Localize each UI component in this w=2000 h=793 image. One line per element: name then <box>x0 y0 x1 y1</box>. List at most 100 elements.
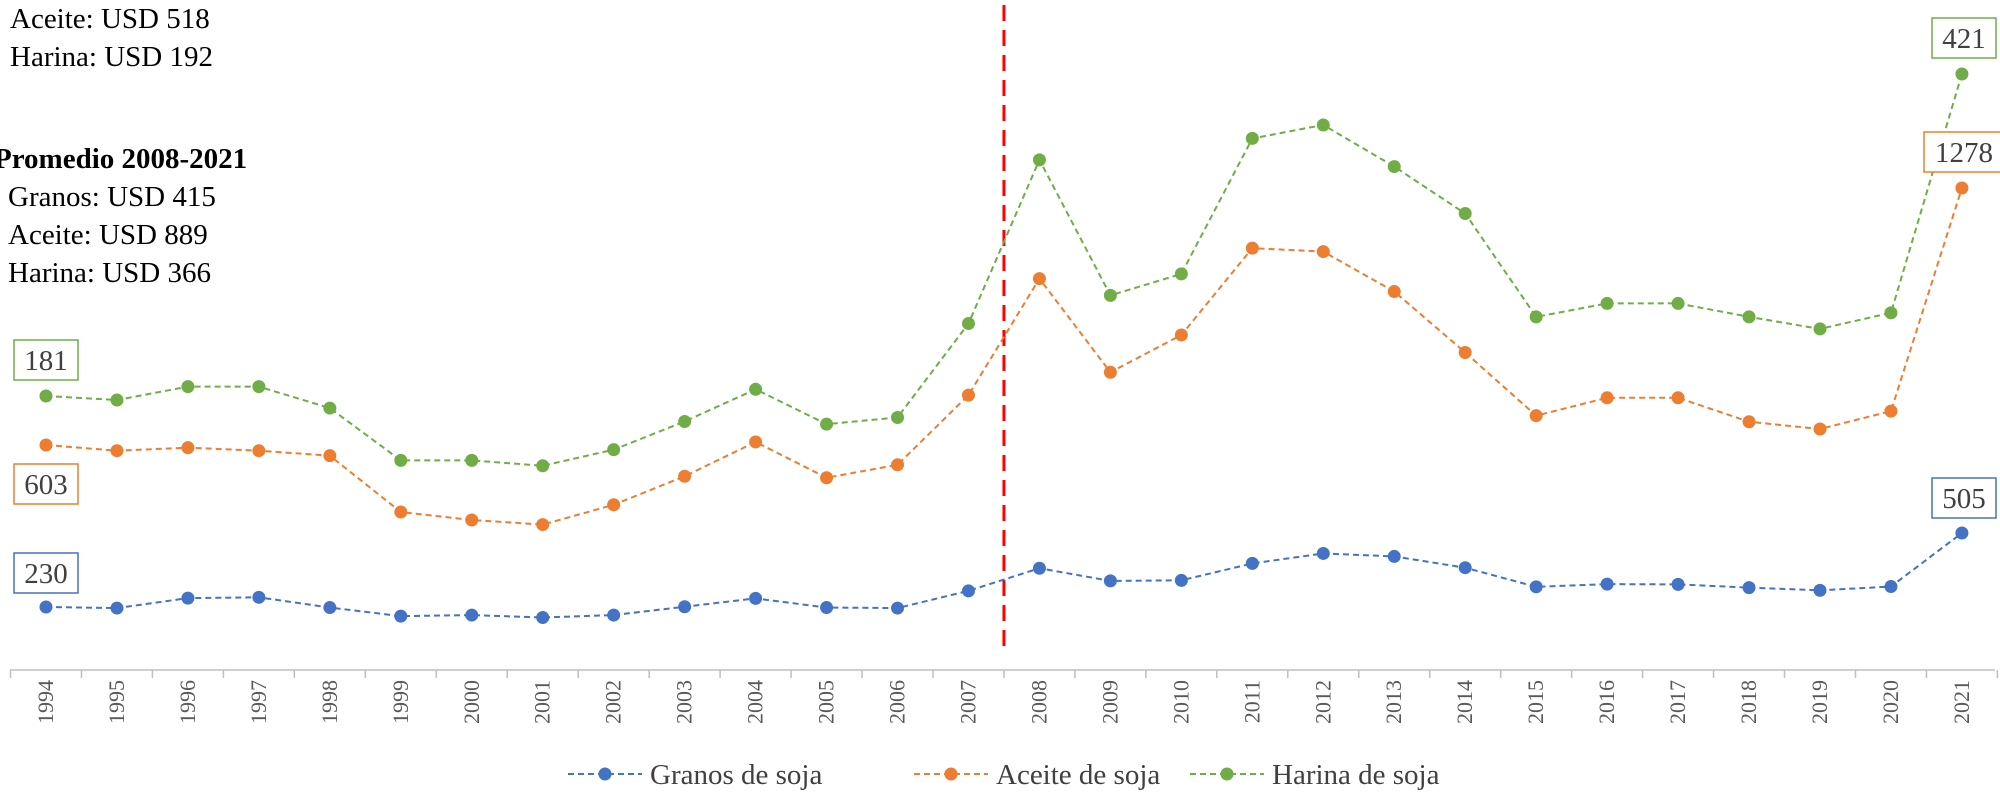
data-point-harina-1998 <box>323 401 337 415</box>
data-label-harina-1994: 181 <box>24 345 68 377</box>
data-point-aceite-1996 <box>181 441 195 455</box>
data-label-box-harina-1994 <box>13 339 79 381</box>
data-point-granos-2019 <box>1813 583 1827 597</box>
data-point-granos-2004 <box>749 591 763 605</box>
data-point-granos-1994 <box>39 600 53 614</box>
x-tick-label-2007: 2007 <box>955 680 980 724</box>
x-tick-label-2004: 2004 <box>743 680 768 724</box>
data-point-granos-1999 <box>394 609 408 623</box>
data-point-aceite-2013 <box>1387 285 1401 299</box>
x-tick-label-1995: 1995 <box>104 680 129 724</box>
x-tick-label-2013: 2013 <box>1381 680 1406 724</box>
data-label-granos-2021: 505 <box>1942 483 1986 515</box>
data-point-granos-1996 <box>181 591 195 605</box>
x-tick-label-1997: 1997 <box>246 680 271 724</box>
x-tick-label-1998: 1998 <box>317 680 342 724</box>
data-point-aceite-2011 <box>1245 241 1259 255</box>
data-label-aceite-2021: 1278 <box>1935 137 1993 169</box>
data-point-granos-1995 <box>110 601 124 615</box>
x-tick-label-2006: 2006 <box>885 680 910 724</box>
data-label-harina-2021: 421 <box>1942 23 1986 55</box>
data-point-harina-2014 <box>1458 207 1472 221</box>
series-line-aceite <box>45 187 1963 526</box>
data-point-harina-2016 <box>1600 296 1614 310</box>
data-label-box-granos-1994 <box>13 552 79 594</box>
data-point-granos-2018 <box>1742 581 1756 595</box>
data-point-harina-2002 <box>607 443 621 457</box>
data-point-granos-2012 <box>1316 546 1330 560</box>
data-point-harina-2010 <box>1174 267 1188 281</box>
data-point-harina-2005 <box>820 417 834 431</box>
x-tick-label-2018: 2018 <box>1736 680 1761 724</box>
data-point-harina-2007 <box>961 317 975 331</box>
data-point-aceite-1994 <box>39 438 53 452</box>
x-tick-label-2008: 2008 <box>1026 680 1051 724</box>
data-point-aceite-2007 <box>961 388 975 402</box>
data-point-granos-2014 <box>1458 561 1472 575</box>
data-point-harina-1994 <box>39 389 53 403</box>
data-point-granos-2007 <box>961 584 975 598</box>
period-2-average-annotation: Promedio 2008-2021 Granos: USD 415 Aceit… <box>0 140 247 292</box>
data-point-harina-2004 <box>749 382 763 396</box>
x-tick-label-2002: 2002 <box>601 680 626 724</box>
legend-label-granos: Granos de soja <box>650 759 822 791</box>
data-point-aceite-2004 <box>749 435 763 449</box>
data-point-harina-2008 <box>1032 153 1046 167</box>
x-tick-label-2014: 2014 <box>1452 680 1477 724</box>
period-2-harina-line: Harina: USD 366 <box>8 257 211 289</box>
data-point-aceite-2018 <box>1742 415 1756 429</box>
period-2-granos-line: Granos: USD 415 <box>8 181 216 213</box>
data-point-granos-2016 <box>1600 577 1614 591</box>
data-point-granos-2006 <box>891 601 905 615</box>
x-tick-label-2019: 2019 <box>1807 680 1832 724</box>
data-point-aceite-2019 <box>1813 422 1827 436</box>
period-1-average-annotation: Aceite: USD 518 Harina: USD 192 <box>10 0 213 76</box>
data-point-aceite-2021 <box>1955 181 1969 195</box>
data-point-harina-2013 <box>1387 160 1401 174</box>
data-point-aceite-1995 <box>110 444 124 458</box>
x-tick-label-2003: 2003 <box>672 680 697 724</box>
x-tick-label-1994: 1994 <box>33 680 58 724</box>
data-point-aceite-2017 <box>1671 391 1685 405</box>
x-tick-label-1996: 1996 <box>175 680 200 724</box>
data-point-harina-2009 <box>1103 288 1117 302</box>
data-point-granos-2008 <box>1032 561 1046 575</box>
data-point-granos-2020 <box>1884 580 1898 594</box>
data-point-granos-1997 <box>252 590 266 604</box>
data-point-harina-2003 <box>678 414 692 428</box>
data-point-aceite-1998 <box>323 449 337 463</box>
data-point-granos-2011 <box>1245 556 1259 570</box>
data-label-aceite-1994: 603 <box>24 469 68 501</box>
data-point-aceite-2006 <box>891 458 905 472</box>
data-point-aceite-2012 <box>1316 245 1330 259</box>
data-point-granos-2001 <box>536 610 550 624</box>
data-point-granos-2002 <box>607 608 621 622</box>
x-tick-label-2016: 2016 <box>1594 680 1619 724</box>
data-point-aceite-2005 <box>820 471 834 485</box>
data-point-aceite-2000 <box>465 513 479 527</box>
data-point-aceite-2014 <box>1458 345 1472 359</box>
data-point-harina-1996 <box>181 380 195 394</box>
data-point-harina-2012 <box>1316 118 1330 132</box>
x-tick-label-2005: 2005 <box>814 680 839 724</box>
data-point-granos-2000 <box>465 608 479 622</box>
data-point-harina-1995 <box>110 393 124 407</box>
data-point-aceite-1997 <box>252 444 266 458</box>
data-label-box-granos-2021 <box>1931 477 1997 519</box>
x-tick-label-2017: 2017 <box>1665 680 1690 724</box>
x-tick-label-1999: 1999 <box>388 680 413 724</box>
data-point-harina-1997 <box>252 380 266 394</box>
data-point-harina-2006 <box>891 410 905 424</box>
data-point-aceite-2002 <box>607 498 621 512</box>
data-point-harina-2017 <box>1671 296 1685 310</box>
data-label-box-aceite-1994 <box>13 463 79 505</box>
x-tick-label-2011: 2011 <box>1239 680 1264 723</box>
x-tick-label-2010: 2010 <box>1168 680 1193 724</box>
data-point-aceite-2010 <box>1174 328 1188 342</box>
data-label-box-aceite-2021 <box>1923 131 2000 173</box>
data-point-granos-2005 <box>820 601 834 615</box>
data-point-harina-2011 <box>1245 131 1259 145</box>
x-tick-label-2015: 2015 <box>1523 680 1548 724</box>
data-point-harina-1999 <box>394 453 408 467</box>
